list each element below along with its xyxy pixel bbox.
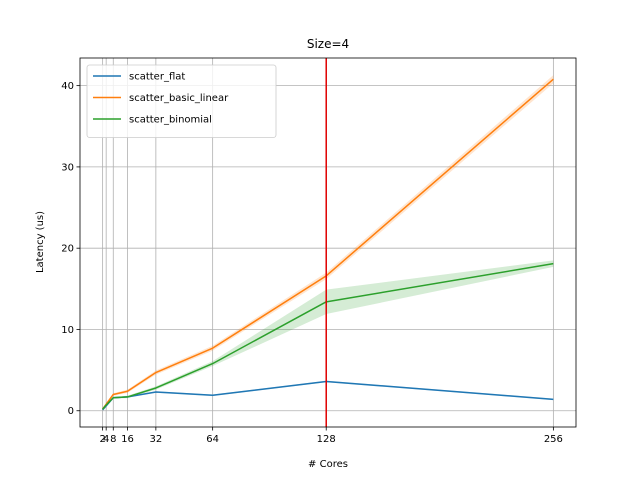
x-tick-label-8: 8 — [110, 434, 116, 445]
plot-area-frame — [79, 57, 577, 428]
legend-label-scatter_basic_linear: scatter_basic_linear — [129, 93, 229, 104]
confidence-bands — [102, 75, 554, 411]
chart-title: Size=4 — [307, 37, 349, 51]
y-tick-label-30: 30 — [61, 162, 74, 173]
x-tick-label-128: 128 — [317, 434, 336, 445]
legend-box — [86, 64, 277, 138]
x-tick-label-64: 64 — [206, 434, 219, 445]
y-tick-label-10: 10 — [61, 325, 74, 336]
y-tick-label-0: 0 — [68, 406, 74, 417]
x-tick-label-16: 16 — [121, 434, 134, 445]
x-axis-label: # Cores — [308, 459, 348, 470]
x-tick-label-32: 32 — [149, 434, 162, 445]
legend-label-scatter_flat: scatter_flat — [129, 72, 185, 83]
y-tick-label-20: 20 — [61, 244, 74, 255]
series-line-scatter_binomial — [102, 262, 554, 410]
legend-label-scatter_binomial: scatter_binomial — [129, 115, 212, 126]
series-lines — [102, 78, 554, 411]
band-scatter_binomial — [102, 260, 554, 410]
x-axis-ticks: 24 8 16 32 64 128 256 — [99, 427, 563, 445]
x-tick-label-4: 4 — [103, 434, 109, 445]
y-tick-label-40: 40 — [61, 81, 74, 92]
legend: scatter_flat scatter_basic_linear scatter_… — [86, 64, 277, 138]
y-axis-ticks: 0 10 20 30 40 — [61, 81, 80, 417]
y-axis-label: Latency (us) — [35, 211, 46, 273]
x-tick-label-2: 2 — [99, 434, 105, 445]
series-line-scatter_basic_linear — [102, 78, 554, 410]
band-scatter_basic_linear — [102, 75, 554, 410]
x-tick-label-256: 256 — [544, 434, 563, 445]
